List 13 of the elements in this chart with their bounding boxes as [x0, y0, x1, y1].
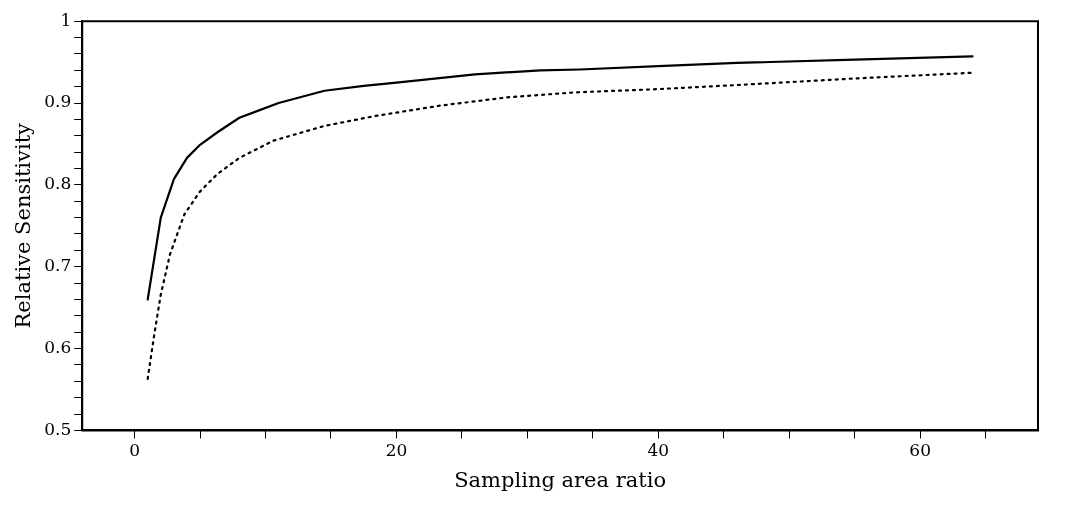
x-tick-label: 0 [129, 440, 141, 461]
x-tick-label: 60 [909, 440, 931, 461]
x-axis-title: Sampling area ratio [454, 467, 667, 492]
x-tick-label: 20 [385, 440, 408, 461]
y-tick-label: 0.5 [44, 418, 72, 439]
x-tick-label: 40 [647, 440, 670, 461]
y-tick-label: 0.9 [44, 91, 72, 112]
line-series [146, 71, 974, 380]
y-tick-label: 0.6 [44, 336, 72, 357]
y-tick-label: 1 [60, 9, 72, 30]
y-axis-title: Relative Sensitivity [11, 122, 36, 329]
y-tick-label: 0.8 [44, 173, 72, 194]
y-tick-label: 0.7 [44, 255, 72, 276]
